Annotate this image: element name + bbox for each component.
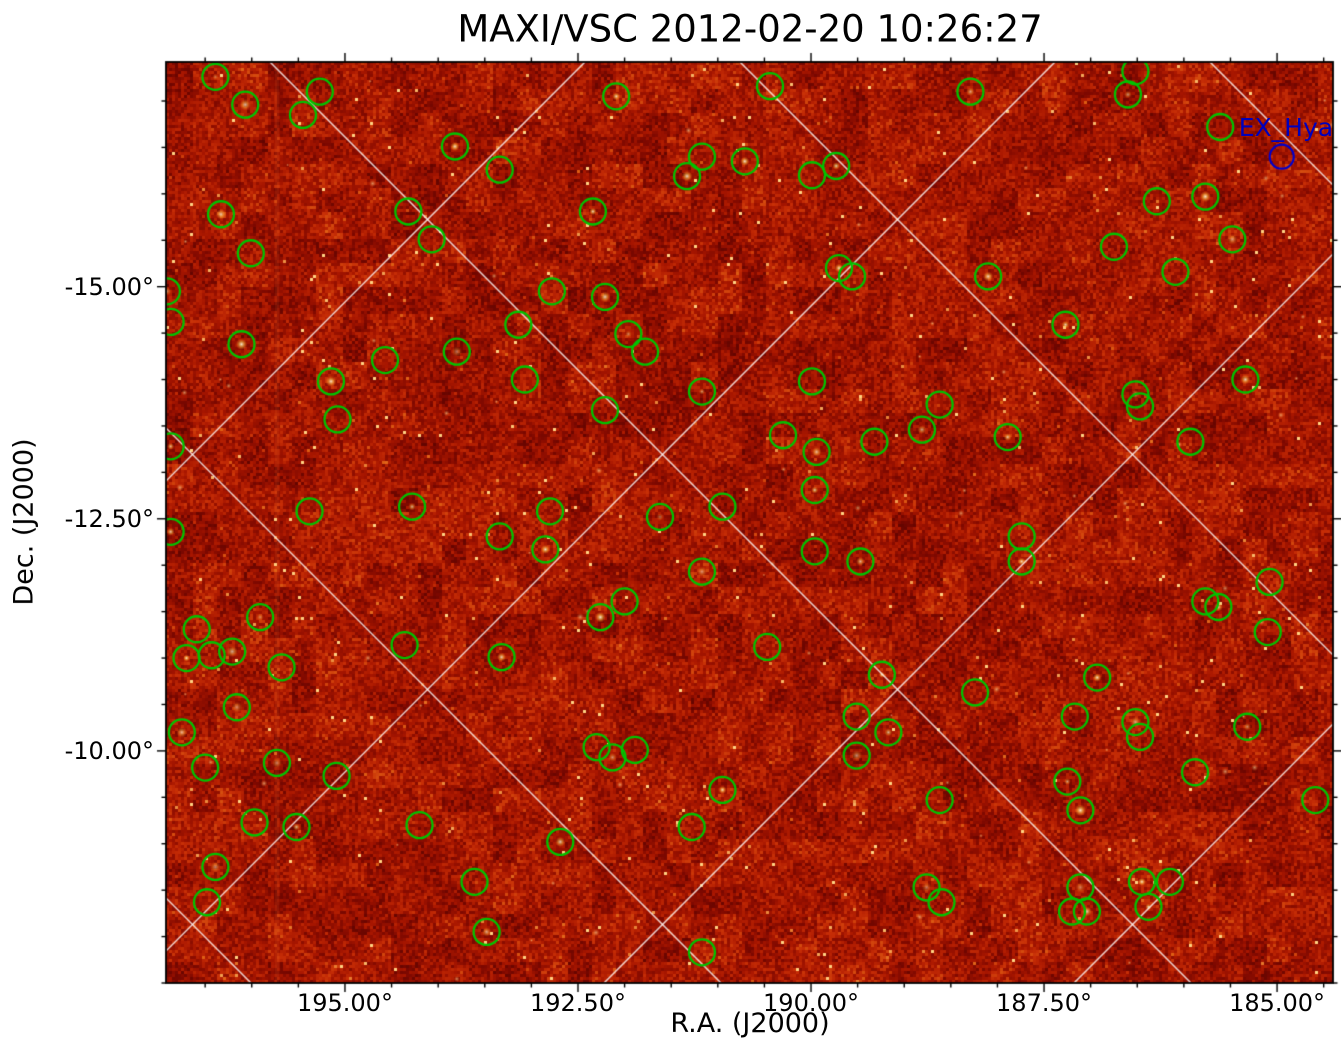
chart-title: MAXI/VSC 2012-02-20 10:26:27	[457, 7, 1043, 51]
y-tick-label: -15.00°	[64, 272, 154, 301]
x-tick-label: 192.50°	[529, 989, 626, 1017]
x-tick-label: 190.00°	[763, 989, 860, 1017]
x-tick-label: 187.50°	[996, 989, 1093, 1017]
x-tick-label: 195.00°	[296, 989, 393, 1017]
y-axis-label: Dec. (J2000)	[8, 438, 40, 606]
y-tick-label: -12.50°	[64, 504, 154, 533]
y-tick-label: -10.00°	[64, 736, 154, 765]
x-axis-label: R.A. (J2000)	[670, 1008, 830, 1039]
x-tick-label: 185.00°	[1229, 989, 1326, 1017]
